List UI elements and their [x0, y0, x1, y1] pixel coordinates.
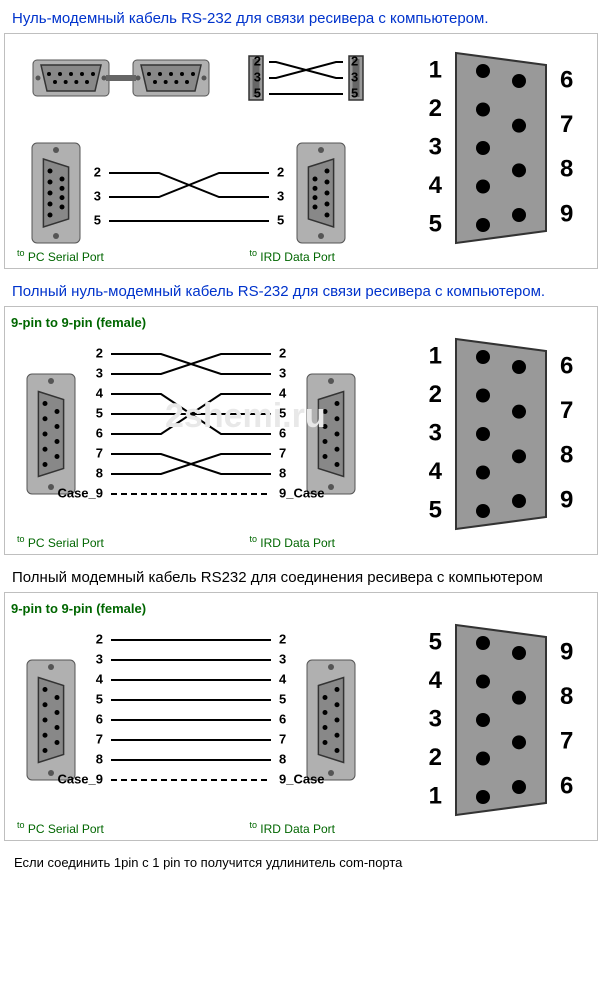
svg-text:9: 9 — [560, 486, 573, 513]
port-label-pc-1: to PC Serial Port — [17, 248, 104, 264]
svg-text:4: 4 — [279, 671, 287, 686]
svg-text:8: 8 — [560, 156, 573, 183]
svg-text:9: 9 — [560, 638, 573, 665]
svg-text:2: 2 — [429, 95, 442, 122]
svg-text:5: 5 — [279, 691, 286, 706]
svg-text:2: 2 — [429, 744, 442, 771]
svg-text:2: 2 — [279, 631, 286, 646]
title-2: Полный нуль-модемный кабель RS-232 для с… — [4, 277, 598, 306]
svg-text:7: 7 — [279, 731, 286, 746]
footer-note: Если соединить 1pin c 1 pin то получится… — [4, 849, 598, 876]
svg-text:8: 8 — [96, 751, 103, 766]
svg-text:5: 5 — [96, 691, 103, 706]
svg-text:5: 5 — [279, 405, 286, 420]
svg-text:6: 6 — [96, 425, 103, 440]
svg-text:5: 5 — [277, 212, 284, 227]
svg-text:6: 6 — [560, 352, 573, 379]
svg-text:8: 8 — [279, 465, 286, 480]
svg-text:5: 5 — [94, 212, 101, 227]
svg-text:Case_9: Case_9 — [57, 771, 103, 786]
title-1: Нуль-модемный кабель RS-232 для связи ре… — [4, 4, 598, 33]
svg-text:5: 5 — [429, 210, 442, 237]
svg-text:8: 8 — [96, 465, 103, 480]
svg-text:3: 3 — [96, 651, 103, 666]
svg-text:7: 7 — [279, 445, 286, 460]
svg-text:4: 4 — [429, 172, 443, 199]
panel-1: 235235235235123456789 to PC Serial Port … — [4, 33, 598, 269]
svg-text:2: 2 — [96, 631, 103, 646]
svg-text:4: 4 — [96, 671, 104, 686]
svg-text:3: 3 — [96, 365, 103, 380]
svg-text:Case_9: Case_9 — [57, 485, 103, 500]
svg-text:3: 3 — [254, 69, 261, 84]
svg-text:6: 6 — [279, 711, 286, 726]
svg-text:2: 2 — [277, 164, 284, 179]
panel-3: 9-pin to 9-pin (female) 2 3 4 5 6 7 8 Case_9 2 3 4… — [4, 592, 598, 841]
svg-text:1: 1 — [429, 56, 442, 83]
svg-text:3: 3 — [429, 705, 442, 732]
svg-text:7: 7 — [96, 731, 103, 746]
subtitle-3: 9-pin to 9-pin (female) — [11, 597, 591, 620]
port-label-ird-3: to IRD Data Port — [249, 820, 335, 836]
svg-text:7: 7 — [560, 111, 573, 138]
svg-text:5: 5 — [96, 405, 103, 420]
svg-text:8: 8 — [560, 442, 573, 469]
svg-text:9_Case: 9_Case — [279, 771, 325, 786]
svg-text:4: 4 — [429, 667, 443, 694]
svg-text:3: 3 — [351, 69, 358, 84]
svg-text:5: 5 — [351, 85, 358, 100]
svg-text:1: 1 — [429, 782, 442, 809]
svg-text:5: 5 — [429, 496, 442, 523]
svg-text:1: 1 — [429, 342, 442, 369]
svg-text:8: 8 — [560, 683, 573, 710]
svg-text:3: 3 — [429, 419, 442, 446]
svg-text:5: 5 — [429, 628, 442, 655]
svg-text:2: 2 — [254, 53, 261, 68]
svg-text:6: 6 — [560, 66, 573, 93]
port-label-ird-1: to IRD Data Port — [249, 248, 335, 264]
svg-text:4: 4 — [279, 385, 287, 400]
svg-text:5: 5 — [254, 85, 261, 100]
svg-text:6: 6 — [96, 711, 103, 726]
port-label-pc-2: to PC Serial Port — [17, 534, 104, 550]
svg-text:4: 4 — [96, 385, 104, 400]
panel-2: 9-pin to 9-pin (female) 2shemi.ru 234567… — [4, 306, 598, 555]
svg-text:7: 7 — [96, 445, 103, 460]
svg-text:9_Case: 9_Case — [279, 485, 325, 500]
subtitle-2: 9-pin to 9-pin (female) — [11, 311, 591, 334]
svg-text:3: 3 — [429, 133, 442, 160]
svg-text:2: 2 — [94, 164, 101, 179]
svg-text:4: 4 — [429, 458, 443, 485]
port-label-pc-3: to PC Serial Port — [17, 820, 104, 836]
svg-text:2: 2 — [279, 345, 286, 360]
svg-text:3: 3 — [277, 188, 284, 203]
svg-text:7: 7 — [560, 728, 573, 755]
svg-text:3: 3 — [94, 188, 101, 203]
svg-text:8: 8 — [279, 751, 286, 766]
svg-text:7: 7 — [560, 397, 573, 424]
svg-text:3: 3 — [279, 365, 286, 380]
port-label-ird-2: to IRD Data Port — [249, 534, 335, 550]
svg-text:3: 3 — [279, 651, 286, 666]
svg-text:9: 9 — [560, 200, 573, 227]
svg-text:6: 6 — [560, 772, 573, 799]
svg-text:2: 2 — [96, 345, 103, 360]
svg-text:2: 2 — [351, 53, 358, 68]
svg-text:2: 2 — [429, 381, 442, 408]
svg-text:6: 6 — [279, 425, 286, 440]
title-3: Полный модемный кабель RS232 для соедине… — [4, 563, 598, 592]
